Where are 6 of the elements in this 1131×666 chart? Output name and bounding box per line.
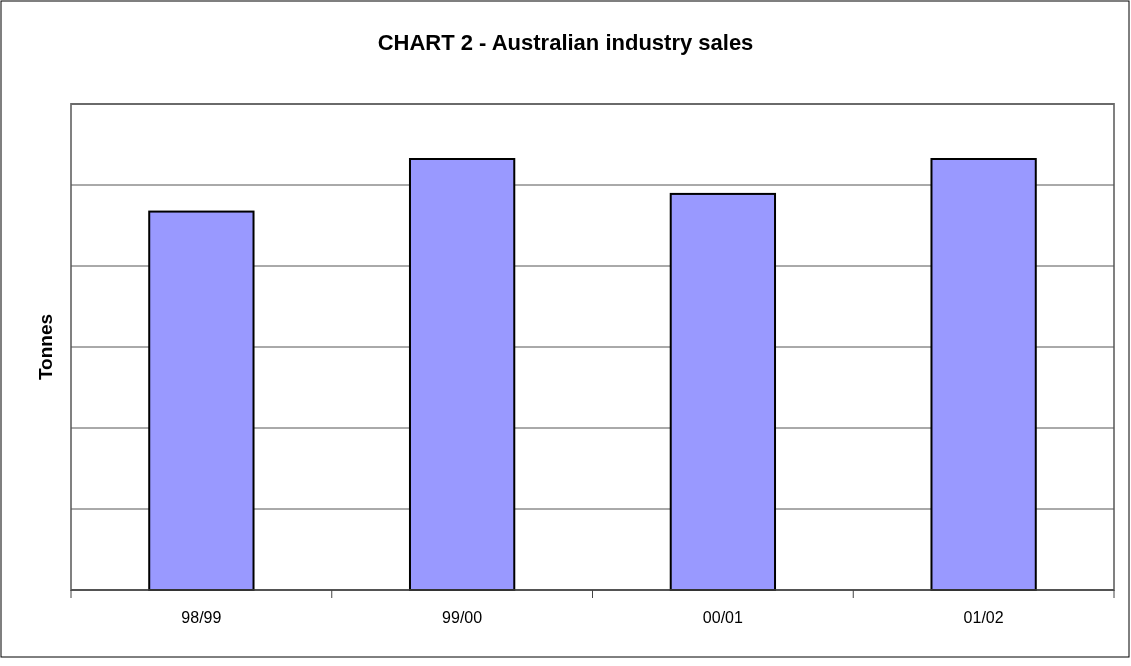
x-tick-label: 98/99 [181,609,222,626]
y-axis-title: Tonnes [35,313,56,381]
chart-title: CHART 2 - Australian industry sales [377,30,754,55]
x-tick-label: 99/00 [442,609,483,626]
x-tick-label: 00/01 [702,609,743,626]
x-tick-label: 01/02 [963,609,1004,626]
